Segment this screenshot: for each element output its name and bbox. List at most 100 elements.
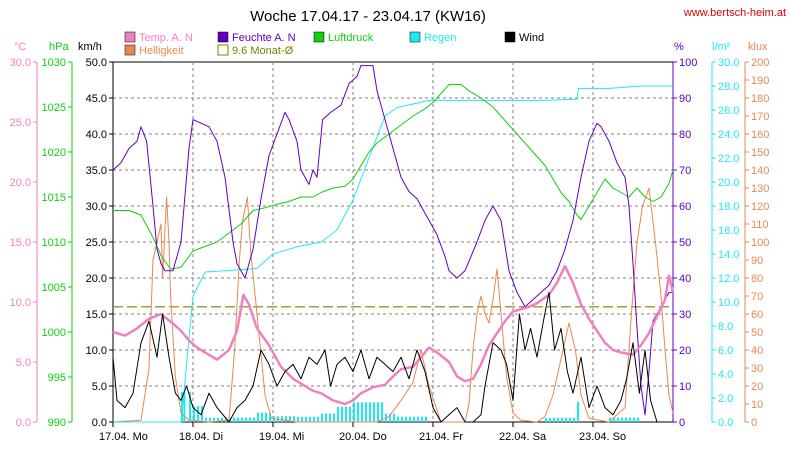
- axis-klux: 0 10 20 30 40 50 60 70 80 90 100 110 120 130 140 150 160…: [744, 57, 769, 429]
- tick-label-feuchte: 90: [679, 93, 691, 105]
- tick-label-regen: 6.0: [718, 345, 733, 357]
- rain-bar: [253, 417, 255, 422]
- tick-label-druck: 1025: [42, 102, 66, 114]
- rain-bar: [609, 417, 611, 422]
- rain-bar: [617, 417, 619, 422]
- x-tick-label: 19.04. Mi: [259, 431, 304, 443]
- tick-label-feuchte: 40: [679, 273, 691, 285]
- rain-bar: [357, 402, 359, 422]
- tick-label-druck: 1015: [42, 192, 66, 204]
- tick-label-klux: 90: [751, 255, 763, 267]
- x-tick-label: 22.04. Sa: [499, 431, 547, 443]
- rain-bar: [561, 417, 563, 422]
- axis-feuchte: 0 10 20 30 40 50 60 70 80 90 100: [672, 57, 697, 429]
- tick-label-feuchte: 50: [679, 237, 691, 249]
- rain-bar: [197, 406, 199, 422]
- tick-label-druck: 995: [48, 372, 66, 384]
- rain-bar: [365, 402, 367, 422]
- rain-bar: [245, 417, 247, 422]
- tick-label-regen: 30.0: [718, 57, 739, 69]
- unit-druck: hPa: [49, 41, 69, 53]
- rain-bar: [345, 406, 347, 422]
- rain-bar: [289, 416, 291, 422]
- tick-label-klux: 100: [751, 237, 769, 249]
- rain-bar: [189, 392, 191, 422]
- rain-bar: [421, 416, 423, 422]
- rain-bar: [425, 416, 427, 422]
- rain-bar: [329, 413, 331, 422]
- tick-label-klux: 190: [751, 75, 769, 87]
- tick-label-feuchte: 20: [679, 345, 691, 357]
- x-tick-label: 17.04. Mo: [99, 431, 148, 443]
- unit-temp: °C: [14, 41, 26, 53]
- tick-label-wind: 30.0: [86, 201, 107, 213]
- tick-label-klux: 70: [751, 291, 763, 303]
- tick-label-wind: 35.0: [86, 165, 107, 177]
- rain-bar: [361, 402, 363, 422]
- unit-feuchte: %: [674, 41, 684, 53]
- axes: 0.05.010.015.020.025.030.099099510001005…: [10, 57, 770, 429]
- rain-bar: [313, 416, 315, 422]
- tick-label-klux: 50: [751, 327, 763, 339]
- tick-label-klux: 20: [751, 381, 763, 393]
- axis-temp: 0.0 5.0 10.0 15.0 20.0 25.0 30.0: [10, 57, 38, 429]
- rain-bar: [565, 417, 567, 422]
- rain-bar: [549, 417, 551, 422]
- legend-item-mittel: 9.6 Monat-Ø: [217, 44, 294, 57]
- chart-title: Woche 17.04.17 - 23.04.17 (KW16): [250, 8, 486, 25]
- series-line-feuchte: [112, 65, 673, 416]
- legend-label-hell: Helligkeit: [139, 45, 184, 57]
- tick-label-klux: 40: [751, 345, 763, 357]
- rain-bar: [409, 416, 411, 422]
- legend-label-regen: Regen: [424, 32, 456, 44]
- rain-bar: [305, 416, 307, 422]
- tick-label-klux: 150: [751, 147, 769, 159]
- rain-bar: [241, 417, 243, 422]
- tick-label-temp: 5.0: [16, 357, 31, 369]
- tick-label-feuchte: 60: [679, 201, 691, 213]
- tick-label-wind: 5.0: [92, 381, 107, 393]
- tick-label-regen: 20.0: [718, 177, 739, 189]
- tick-label-wind: 50.0: [86, 57, 107, 69]
- legend-swatch-hell: [124, 44, 136, 56]
- tick-label-klux: 110: [751, 219, 769, 231]
- tick-label-regen: 8.0: [718, 321, 733, 333]
- tick-label-feuchte: 10: [679, 381, 691, 393]
- tick-label-regen: 12.0: [718, 273, 739, 285]
- legend-item-wind: Wind: [504, 31, 544, 44]
- rain-bar: [621, 417, 623, 422]
- legend-label-wind: Wind: [519, 32, 544, 44]
- tick-label-klux: 200: [751, 57, 769, 69]
- tick-label-druck: 1030: [42, 57, 66, 69]
- tick-label-regen: 10.0: [718, 297, 739, 309]
- axis-druck: 990 995 1000 1005 1010 1015 1020 1025 1030: [42, 57, 73, 429]
- rain-bar: [337, 406, 339, 422]
- rain-bar: [249, 417, 251, 422]
- tick-label-temp: 15.0: [10, 237, 31, 249]
- rain-bar: [209, 417, 211, 422]
- unit-klux: klux: [748, 41, 768, 53]
- rain-bar: [205, 417, 207, 422]
- tick-label-regen: 0.0: [718, 417, 733, 429]
- tick-label-druck: 1020: [42, 147, 66, 159]
- legend-label-druck: Luftdruck: [328, 32, 374, 44]
- tick-label-temp: 30.0: [10, 57, 31, 69]
- tick-label-klux: 140: [751, 165, 769, 177]
- rain-bar: [321, 413, 323, 422]
- tick-label-klux: 30: [751, 363, 763, 375]
- rain-bar: [333, 413, 335, 422]
- rain-bar: [341, 406, 343, 422]
- rain-bar: [389, 413, 391, 422]
- rain-bar: [353, 402, 355, 422]
- tick-label-klux: 0: [751, 417, 757, 429]
- rain-bar: [373, 402, 375, 422]
- tick-label-feuchte: 100: [679, 57, 697, 69]
- tick-label-regen: 4.0: [718, 369, 733, 381]
- tick-label-wind: 15.0: [86, 309, 107, 321]
- legend-item-druck: Luftdruck: [313, 31, 374, 44]
- rain-bar: [633, 417, 635, 422]
- legend-item-temp: Temp. A. N: [124, 31, 193, 44]
- legend-swatch-feuchte: [217, 31, 229, 43]
- rain-bar: [545, 417, 547, 422]
- legend-swatch-temp: [124, 31, 136, 43]
